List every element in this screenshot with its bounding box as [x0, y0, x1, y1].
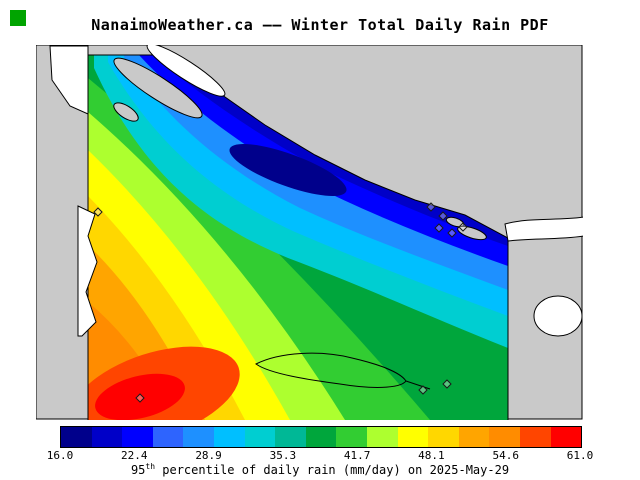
colorbar-segment [61, 427, 92, 447]
map-plot [36, 45, 583, 420]
island-long [113, 57, 203, 119]
colorbar-segment [489, 427, 520, 447]
colorbar-segment [305, 427, 337, 447]
river-line [405, 380, 431, 390]
colorbar-segment [428, 427, 459, 447]
islet-2 [445, 216, 465, 228]
station-diamond [442, 379, 452, 389]
caption-base: 95 [130, 463, 146, 477]
colorbar-segment [336, 427, 367, 447]
water-channel [146, 45, 226, 97]
water-bay-southeast [533, 295, 583, 337]
colorbar-segment [275, 427, 306, 447]
colorbar-tick-label: 54.6 [492, 449, 519, 462]
water-inlet-east [504, 216, 583, 242]
colorbar-tick-label: 16.0 [46, 449, 74, 462]
station-diamond [458, 222, 468, 232]
station-markers [93, 202, 468, 403]
colorbar [60, 426, 582, 448]
island-small [113, 102, 139, 122]
lake-outline [255, 352, 407, 388]
corner-mark [10, 10, 26, 26]
coast-inlets-west [77, 205, 98, 337]
chart-title: NanaimoWeather.ca —— Winter Total Daily … [91, 16, 549, 34]
station-diamond [438, 211, 448, 221]
station-diamond [93, 207, 103, 217]
colorbar-ticks: 16.0 22.4 28.9 35.3 41.7 48.1 54.6 61.0 [47, 449, 594, 462]
colorbar-caption: 95th percentile of daily rain (mm/day) o… [0, 462, 640, 477]
colorbar-segment [366, 427, 398, 447]
colorbar-tick-label: 22.4 [121, 449, 148, 462]
colorbar-segment [519, 427, 551, 447]
station-diamond [135, 393, 145, 403]
station-diamond [434, 223, 444, 233]
colorbar-segment [183, 427, 214, 447]
band-red-core [95, 373, 185, 420]
colorbar-segment [91, 427, 123, 447]
colorbar-segment [152, 427, 184, 447]
colorbar-tick-label: 61.0 [566, 449, 594, 462]
colorbar-segment [550, 427, 582, 447]
colorbar-segment [122, 427, 153, 447]
caption-rest: percentile of daily rain (mm/day) on 202… [155, 463, 510, 477]
band-darkblue-core [229, 144, 347, 196]
colorbar-segment [397, 427, 429, 447]
water-inlet-nw [49, 45, 89, 115]
map-canvas [36, 45, 583, 420]
station-diamond [447, 228, 457, 238]
station-diamond [418, 385, 428, 395]
colorbar-tick-label: 28.9 [195, 449, 222, 462]
colorbar-tick-label: 41.7 [343, 449, 371, 462]
colorbar-tick-label: 35.3 [269, 449, 297, 462]
coastline-outline [87, 54, 509, 420]
caption-sup: th [145, 462, 156, 471]
colorbar-segment [213, 427, 245, 447]
colorbar-segment [244, 427, 276, 447]
station-diamond [426, 202, 436, 212]
colorbar-tick-label: 48.1 [418, 449, 445, 462]
colorbar-segment [458, 427, 490, 447]
